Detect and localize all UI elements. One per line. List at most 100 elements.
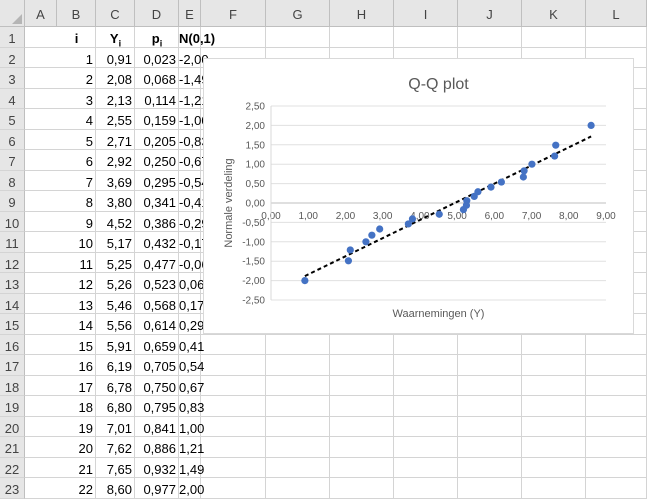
column-header-h[interactable]: H bbox=[330, 0, 394, 27]
cell-i[interactable]: 13 bbox=[57, 294, 96, 315]
cell-n[interactable]: 0,29 bbox=[179, 314, 201, 335]
cell-p[interactable]: 0,295 bbox=[135, 171, 179, 192]
cell-i[interactable]: 11 bbox=[57, 253, 96, 274]
row-header-4[interactable]: 4 bbox=[0, 89, 25, 110]
cell-i[interactable]: 1 bbox=[57, 48, 96, 69]
cell-p[interactable]: 0,205 bbox=[135, 130, 179, 151]
cell-p[interactable]: 0,841 bbox=[135, 417, 179, 438]
cell-y[interactable]: 5,17 bbox=[96, 232, 135, 253]
cell-i[interactable]: 15 bbox=[57, 335, 96, 356]
cell-y[interactable]: 2,92 bbox=[96, 150, 135, 171]
row-header-3[interactable]: 3 bbox=[0, 68, 25, 89]
column-header-g[interactable]: G bbox=[266, 0, 330, 27]
column-header-a[interactable]: A bbox=[25, 0, 57, 27]
cell-y[interactable]: 6,19 bbox=[96, 355, 135, 376]
cell-i[interactable]: 20 bbox=[57, 437, 96, 458]
cell-i[interactable]: 17 bbox=[57, 376, 96, 397]
select-all-corner[interactable] bbox=[0, 0, 25, 27]
cell-i[interactable]: 21 bbox=[57, 458, 96, 479]
cell-y[interactable]: 5,26 bbox=[96, 273, 135, 294]
column-header-c[interactable]: C bbox=[96, 0, 135, 27]
cell-n[interactable]: 2,00 bbox=[179, 478, 201, 499]
cell-p[interactable]: 0,795 bbox=[135, 396, 179, 417]
cell-i[interactable]: 12 bbox=[57, 273, 96, 294]
cell-i[interactable]: 2 bbox=[57, 68, 96, 89]
cell-y[interactable]: 5,56 bbox=[96, 314, 135, 335]
cell-i[interactable]: 19 bbox=[57, 417, 96, 438]
cell-p[interactable]: 0,886 bbox=[135, 437, 179, 458]
cell-i[interactable]: 22 bbox=[57, 478, 96, 499]
qq-plot-chart[interactable]: Q-Q plot 2,50 2,00 1,50 1,00 0,50 0,00 -0,50 -1,… bbox=[203, 58, 634, 334]
row-header-22[interactable]: 22 bbox=[0, 458, 25, 479]
cell-n[interactable]: 0,67 bbox=[179, 376, 201, 397]
column-header-f[interactable]: F bbox=[201, 0, 266, 27]
row-header-16[interactable]: 16 bbox=[0, 335, 25, 356]
row-header-6[interactable]: 6 bbox=[0, 130, 25, 151]
cell-n[interactable]: 0,83 bbox=[179, 396, 201, 417]
cell-i[interactable]: 4 bbox=[57, 109, 96, 130]
cell-n[interactable]: -0,83 bbox=[179, 130, 201, 151]
cell-p[interactable]: 0,523 bbox=[135, 273, 179, 294]
cell-y[interactable]: 3,80 bbox=[96, 191, 135, 212]
cell-n[interactable]: -0,54 bbox=[179, 171, 201, 192]
column-header-i[interactable]: I bbox=[394, 0, 458, 27]
column-header-l[interactable]: L bbox=[586, 0, 647, 27]
cell-y[interactable]: 5,46 bbox=[96, 294, 135, 315]
row-header-2[interactable]: 2 bbox=[0, 48, 25, 69]
cell-n[interactable]: 1,00 bbox=[179, 417, 201, 438]
row-header-10[interactable]: 10 bbox=[0, 212, 25, 233]
row-header-23[interactable]: 23 bbox=[0, 478, 25, 499]
cell-y[interactable]: 6,80 bbox=[96, 396, 135, 417]
row-header-19[interactable]: 19 bbox=[0, 396, 25, 417]
header-p[interactable]: pi bbox=[135, 27, 179, 48]
row-header-5[interactable]: 5 bbox=[0, 109, 25, 130]
column-header-b[interactable]: B bbox=[57, 0, 96, 27]
cell-n[interactable]: 0,06 bbox=[179, 273, 201, 294]
row-header-11[interactable]: 11 bbox=[0, 232, 25, 253]
cell-y[interactable]: 4,52 bbox=[96, 212, 135, 233]
cell-p[interactable]: 0,432 bbox=[135, 232, 179, 253]
row-header-8[interactable]: 8 bbox=[0, 171, 25, 192]
cell-p[interactable]: 0,750 bbox=[135, 376, 179, 397]
cell-y[interactable]: 6,78 bbox=[96, 376, 135, 397]
cell-i[interactable]: 5 bbox=[57, 130, 96, 151]
row-header-12[interactable]: 12 bbox=[0, 253, 25, 274]
cell-i[interactable]: 7 bbox=[57, 171, 96, 192]
row-header-20[interactable]: 20 bbox=[0, 417, 25, 438]
cell-y[interactable]: 8,60 bbox=[96, 478, 135, 499]
cell-p[interactable]: 0,477 bbox=[135, 253, 179, 274]
row-header-15[interactable]: 15 bbox=[0, 314, 25, 335]
cell-n[interactable]: 0,17 bbox=[179, 294, 201, 315]
cell-n[interactable]: -0,17 bbox=[179, 232, 201, 253]
cell-p[interactable]: 0,114 bbox=[135, 89, 179, 110]
column-header-k[interactable]: K bbox=[522, 0, 586, 27]
cell-p[interactable]: 0,977 bbox=[135, 478, 179, 499]
cell-p[interactable]: 0,341 bbox=[135, 191, 179, 212]
cell-i[interactable]: 9 bbox=[57, 212, 96, 233]
cell-p[interactable]: 0,068 bbox=[135, 68, 179, 89]
cell-p[interactable]: 0,386 bbox=[135, 212, 179, 233]
cell-y[interactable]: 2,71 bbox=[96, 130, 135, 151]
cell-p[interactable]: 0,614 bbox=[135, 314, 179, 335]
cell-i[interactable]: 18 bbox=[57, 396, 96, 417]
cell-i[interactable]: 3 bbox=[57, 89, 96, 110]
cell-p[interactable]: 0,159 bbox=[135, 109, 179, 130]
cell-p[interactable]: 0,568 bbox=[135, 294, 179, 315]
cell-i[interactable]: 10 bbox=[57, 232, 96, 253]
cell-n[interactable]: 1,21 bbox=[179, 437, 201, 458]
cell-i[interactable]: 14 bbox=[57, 314, 96, 335]
cell-y[interactable]: 2,08 bbox=[96, 68, 135, 89]
cell-p[interactable]: 0,705 bbox=[135, 355, 179, 376]
cell-n[interactable]: 0,54 bbox=[179, 355, 201, 376]
cell-y[interactable]: 2,55 bbox=[96, 109, 135, 130]
cell-y[interactable]: 3,69 bbox=[96, 171, 135, 192]
cell-i[interactable]: 16 bbox=[57, 355, 96, 376]
cell-p[interactable]: 0,932 bbox=[135, 458, 179, 479]
cell-n[interactable]: -0,06 bbox=[179, 253, 201, 274]
column-header-d[interactable]: D bbox=[135, 0, 179, 27]
header-y[interactable]: Yi bbox=[96, 27, 135, 48]
column-header-e[interactable]: E bbox=[179, 0, 201, 27]
cell-n[interactable]: -2,00 bbox=[179, 48, 201, 69]
row-header-7[interactable]: 7 bbox=[0, 150, 25, 171]
